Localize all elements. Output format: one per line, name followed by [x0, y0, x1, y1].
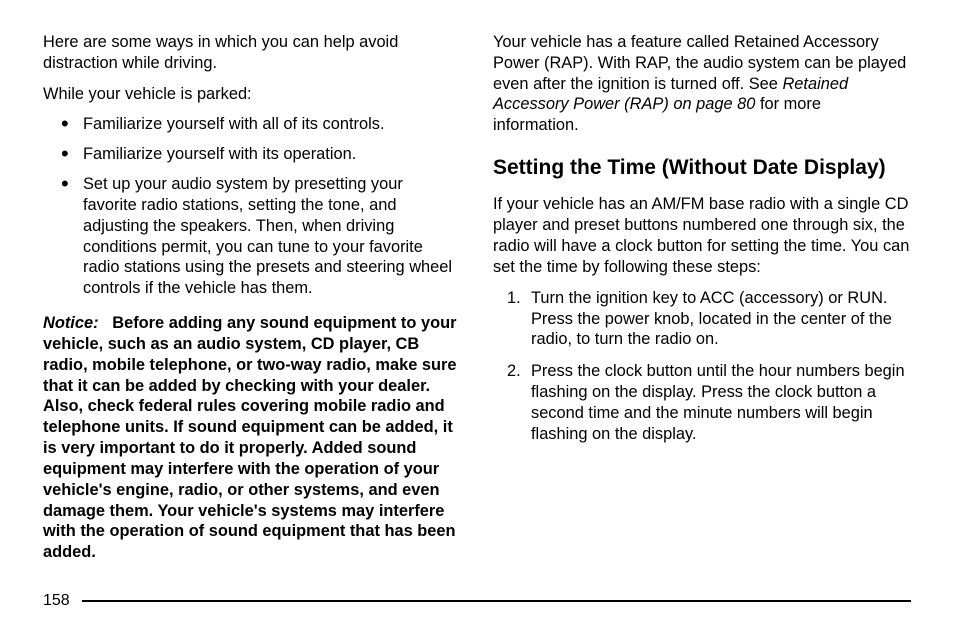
- right-column: Your vehicle has a feature called Retain…: [493, 32, 911, 573]
- ordered-steps: Turn the ignition key to ACC (accessory)…: [493, 288, 911, 445]
- notice-paragraph: Notice: Before adding any sound equipmen…: [43, 313, 461, 563]
- intro-paragraph: Here are some ways in which you can help…: [43, 32, 461, 74]
- list-item: Set up your audio system by presetting y…: [43, 174, 461, 299]
- rap-paragraph: Your vehicle has a feature called Retain…: [493, 32, 911, 136]
- list-item: Turn the ignition key to ACC (accessory)…: [493, 288, 911, 350]
- notice-label: Notice:: [43, 314, 99, 332]
- notice-body: Before adding any sound equipment to you…: [43, 314, 457, 561]
- list-item: Press the clock button until the hour nu…: [493, 361, 911, 444]
- left-column: Here are some ways in which you can help…: [43, 32, 461, 573]
- list-item: Familiarize yourself with its operation.: [43, 144, 461, 165]
- page-number: 158: [43, 592, 70, 610]
- two-column-layout: Here are some ways in which you can help…: [43, 32, 911, 573]
- page: Here are some ways in which you can help…: [0, 0, 954, 636]
- section-heading: Setting the Time (Without Date Display): [493, 154, 911, 181]
- footer-rule: [82, 600, 911, 602]
- page-footer: 158: [43, 592, 911, 610]
- bullet-list: Familiarize yourself with all of its con…: [43, 114, 461, 299]
- parked-line: While your vehicle is parked:: [43, 84, 461, 105]
- list-item: Familiarize yourself with all of its con…: [43, 114, 461, 135]
- section-intro: If your vehicle has an AM/FM base radio …: [493, 194, 911, 277]
